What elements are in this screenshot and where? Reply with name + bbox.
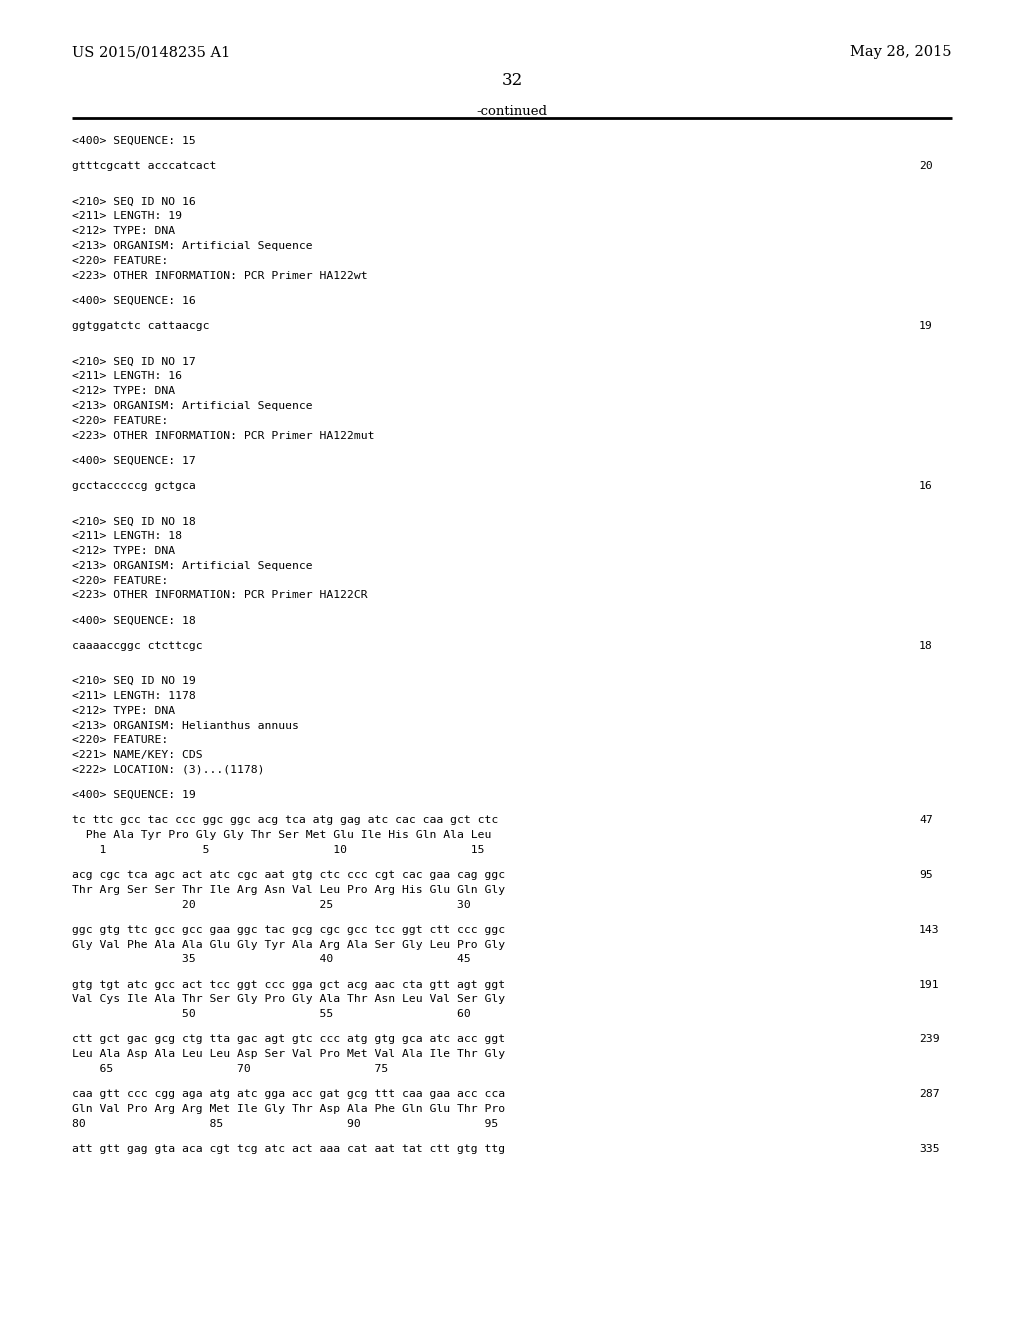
Text: Gln Val Pro Arg Arg Met Ile Gly Thr Asp Ala Phe Gln Glu Thr Pro: Gln Val Pro Arg Arg Met Ile Gly Thr Asp … xyxy=(72,1104,505,1114)
Text: <213> ORGANISM: Helianthus annuus: <213> ORGANISM: Helianthus annuus xyxy=(72,721,299,730)
Text: <223> OTHER INFORMATION: PCR Primer HA122CR: <223> OTHER INFORMATION: PCR Primer HA12… xyxy=(72,590,368,601)
Text: <223> OTHER INFORMATION: PCR Primer HA122mut: <223> OTHER INFORMATION: PCR Primer HA12… xyxy=(72,430,375,441)
Text: 20                  25                  30: 20 25 30 xyxy=(72,900,471,909)
Text: 80                  85                  90                  95: 80 85 90 95 xyxy=(72,1119,499,1129)
Text: <220> FEATURE:: <220> FEATURE: xyxy=(72,256,168,265)
Text: gtttcgcatt acccatcact: gtttcgcatt acccatcact xyxy=(72,161,216,172)
Text: Phe Ala Tyr Pro Gly Gly Thr Ser Met Glu Ile His Gln Ala Leu: Phe Ala Tyr Pro Gly Gly Thr Ser Met Glu … xyxy=(72,830,492,840)
Text: caa gtt ccc cgg aga atg atc gga acc gat gcg ttt caa gaa acc cca: caa gtt ccc cgg aga atg atc gga acc gat … xyxy=(72,1089,505,1100)
Text: 287: 287 xyxy=(919,1089,940,1100)
Text: <220> FEATURE:: <220> FEATURE: xyxy=(72,416,168,426)
Text: 50                  55                  60: 50 55 60 xyxy=(72,1010,471,1019)
Text: gtg tgt atc gcc act tcc ggt ccc gga gct acg aac cta gtt agt ggt: gtg tgt atc gcc act tcc ggt ccc gga gct … xyxy=(72,979,505,990)
Text: Leu Ala Asp Ala Leu Leu Asp Ser Val Pro Met Val Ala Ile Thr Gly: Leu Ala Asp Ala Leu Leu Asp Ser Val Pro … xyxy=(72,1049,505,1059)
Text: <213> ORGANISM: Artificial Sequence: <213> ORGANISM: Artificial Sequence xyxy=(72,242,312,251)
Text: 191: 191 xyxy=(919,979,940,990)
Text: <211> LENGTH: 19: <211> LENGTH: 19 xyxy=(72,211,182,222)
Text: <400> SEQUENCE: 15: <400> SEQUENCE: 15 xyxy=(72,136,196,147)
Text: Val Cys Ile Ala Thr Ser Gly Pro Gly Ala Thr Asn Leu Val Ser Gly: Val Cys Ile Ala Thr Ser Gly Pro Gly Ala … xyxy=(72,994,505,1005)
Text: 239: 239 xyxy=(919,1035,940,1044)
Text: caaaaccggc ctcttcgc: caaaaccggc ctcttcgc xyxy=(72,640,203,651)
Text: ggc gtg ttc gcc gcc gaa ggc tac gcg cgc gcc tcc ggt ctt ccc ggc: ggc gtg ttc gcc gcc gaa ggc tac gcg cgc … xyxy=(72,925,505,935)
Text: tc ttc gcc tac ccc ggc ggc acg tca atg gag atc cac caa gct ctc: tc ttc gcc tac ccc ggc ggc acg tca atg g… xyxy=(72,816,499,825)
Text: -continued: -continued xyxy=(476,106,548,117)
Text: ggtggatctc cattaacgc: ggtggatctc cattaacgc xyxy=(72,321,210,331)
Text: <210> SEQ ID NO 16: <210> SEQ ID NO 16 xyxy=(72,197,196,207)
Text: 18: 18 xyxy=(919,640,933,651)
Text: <400> SEQUENCE: 18: <400> SEQUENCE: 18 xyxy=(72,615,196,626)
Text: <211> LENGTH: 1178: <211> LENGTH: 1178 xyxy=(72,690,196,701)
Text: <222> LOCATION: (3)...(1178): <222> LOCATION: (3)...(1178) xyxy=(72,766,264,775)
Text: <400> SEQUENCE: 16: <400> SEQUENCE: 16 xyxy=(72,296,196,306)
Text: <213> ORGANISM: Artificial Sequence: <213> ORGANISM: Artificial Sequence xyxy=(72,561,312,570)
Text: <212> TYPE: DNA: <212> TYPE: DNA xyxy=(72,546,175,556)
Text: ctt gct gac gcg ctg tta gac agt gtc ccc atg gtg gca atc acc ggt: ctt gct gac gcg ctg tta gac agt gtc ccc … xyxy=(72,1035,505,1044)
Text: 1              5                  10                  15: 1 5 10 15 xyxy=(72,845,484,855)
Text: 335: 335 xyxy=(919,1144,940,1154)
Text: <212> TYPE: DNA: <212> TYPE: DNA xyxy=(72,226,175,236)
Text: US 2015/0148235 A1: US 2015/0148235 A1 xyxy=(72,45,230,59)
Text: <220> FEATURE:: <220> FEATURE: xyxy=(72,576,168,586)
Text: <210> SEQ ID NO 17: <210> SEQ ID NO 17 xyxy=(72,356,196,367)
Text: <220> FEATURE:: <220> FEATURE: xyxy=(72,735,168,746)
Text: Thr Arg Ser Ser Thr Ile Arg Asn Val Leu Pro Arg His Glu Gln Gly: Thr Arg Ser Ser Thr Ile Arg Asn Val Leu … xyxy=(72,884,505,895)
Text: <213> ORGANISM: Artificial Sequence: <213> ORGANISM: Artificial Sequence xyxy=(72,401,312,411)
Text: acg cgc tca agc act atc cgc aat gtg ctc ccc cgt cac gaa cag ggc: acg cgc tca agc act atc cgc aat gtg ctc … xyxy=(72,870,505,880)
Text: <210> SEQ ID NO 18: <210> SEQ ID NO 18 xyxy=(72,516,196,527)
Text: 16: 16 xyxy=(919,480,933,491)
Text: <211> LENGTH: 18: <211> LENGTH: 18 xyxy=(72,531,182,541)
Text: <221> NAME/KEY: CDS: <221> NAME/KEY: CDS xyxy=(72,750,203,760)
Text: 35                  40                  45: 35 40 45 xyxy=(72,954,471,965)
Text: <212> TYPE: DNA: <212> TYPE: DNA xyxy=(72,387,175,396)
Text: 20: 20 xyxy=(919,161,933,172)
Text: <400> SEQUENCE: 19: <400> SEQUENCE: 19 xyxy=(72,791,196,800)
Text: 143: 143 xyxy=(919,925,940,935)
Text: <400> SEQUENCE: 17: <400> SEQUENCE: 17 xyxy=(72,455,196,466)
Text: <212> TYPE: DNA: <212> TYPE: DNA xyxy=(72,706,175,715)
Text: 32: 32 xyxy=(502,73,522,88)
Text: 47: 47 xyxy=(919,816,933,825)
Text: <210> SEQ ID NO 19: <210> SEQ ID NO 19 xyxy=(72,676,196,686)
Text: <223> OTHER INFORMATION: PCR Primer HA122wt: <223> OTHER INFORMATION: PCR Primer HA12… xyxy=(72,271,368,281)
Text: 95: 95 xyxy=(919,870,933,880)
Text: Gly Val Phe Ala Ala Glu Gly Tyr Ala Arg Ala Ser Gly Leu Pro Gly: Gly Val Phe Ala Ala Glu Gly Tyr Ala Arg … xyxy=(72,940,505,949)
Text: 19: 19 xyxy=(919,321,933,331)
Text: gcctacccccg gctgca: gcctacccccg gctgca xyxy=(72,480,196,491)
Text: <211> LENGTH: 16: <211> LENGTH: 16 xyxy=(72,371,182,381)
Text: 65                  70                  75: 65 70 75 xyxy=(72,1064,388,1074)
Text: att gtt gag gta aca cgt tcg atc act aaa cat aat tat ctt gtg ttg: att gtt gag gta aca cgt tcg atc act aaa … xyxy=(72,1144,505,1154)
Text: May 28, 2015: May 28, 2015 xyxy=(851,45,952,59)
